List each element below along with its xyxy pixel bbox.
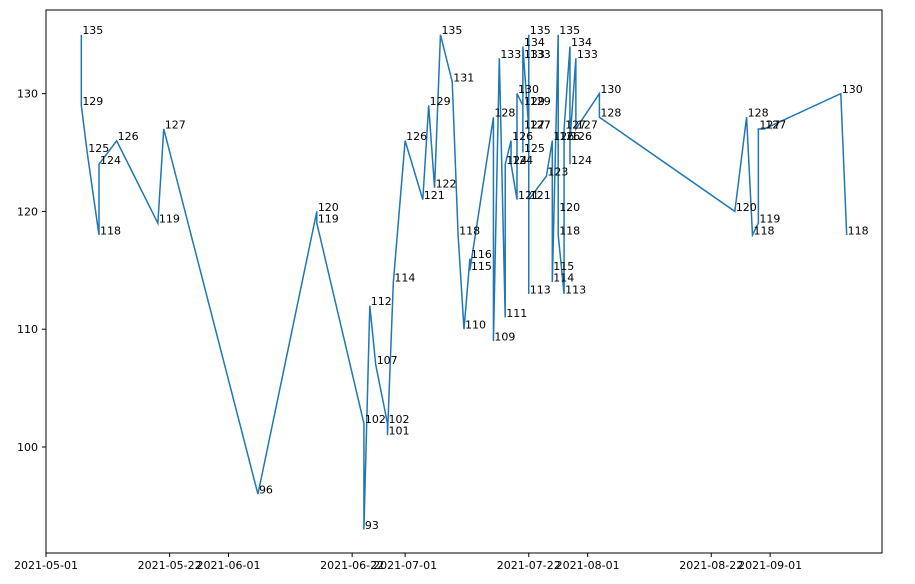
data-label: 126 bbox=[571, 130, 592, 143]
data-label: 133 bbox=[530, 48, 551, 61]
data-label: 115 bbox=[553, 260, 574, 273]
data-label: 123 bbox=[547, 166, 568, 179]
data-label: 126 bbox=[553, 130, 574, 143]
data-label: 118 bbox=[100, 224, 121, 237]
plot-frame bbox=[45, 9, 883, 554]
data-label: 118 bbox=[848, 224, 869, 237]
data-label: 107 bbox=[377, 354, 398, 367]
data-label: 121 bbox=[518, 189, 539, 202]
x-tick-label: 2021-06-01 bbox=[197, 559, 261, 572]
data-label: 120 bbox=[736, 201, 757, 214]
data-label: 135 bbox=[559, 24, 580, 37]
data-label: 130 bbox=[842, 83, 863, 96]
x-tick-label: 2021-05-22 bbox=[138, 559, 202, 572]
data-label: 134 bbox=[524, 36, 545, 49]
data-label: 130 bbox=[600, 83, 621, 96]
data-label: 113 bbox=[565, 283, 586, 296]
data-label: 93 bbox=[365, 519, 379, 532]
data-label: 102 bbox=[388, 413, 409, 426]
x-tick-label: 2021-07-01 bbox=[373, 559, 437, 572]
y-tick-label: 130 bbox=[17, 88, 38, 101]
data-label: 135 bbox=[530, 24, 551, 37]
data-label: 133 bbox=[500, 48, 521, 61]
data-label: 129 bbox=[82, 95, 103, 108]
data-label: 127 bbox=[759, 118, 780, 131]
data-label: 116 bbox=[471, 248, 492, 261]
data-label: 126 bbox=[118, 130, 139, 143]
data-label: 118 bbox=[559, 224, 580, 237]
x-tick-label: 2021-09-01 bbox=[738, 559, 802, 572]
data-label: 118 bbox=[753, 224, 774, 237]
data-label: 122 bbox=[436, 177, 457, 190]
data-label: 127 bbox=[565, 118, 586, 131]
data-label: 127 bbox=[577, 118, 598, 131]
y-tick-label: 110 bbox=[17, 323, 38, 336]
data-label: 112 bbox=[371, 295, 392, 308]
data-label: 127 bbox=[530, 118, 551, 131]
data-label: 126 bbox=[559, 130, 580, 143]
data-label: 114 bbox=[394, 272, 415, 285]
data-label: 128 bbox=[494, 107, 515, 120]
x-tick-label: 2021-07-22 bbox=[497, 559, 561, 572]
x-tick-label: 2021-08-01 bbox=[556, 559, 620, 572]
data-label: 127 bbox=[530, 118, 551, 131]
y-tick-label: 100 bbox=[17, 441, 38, 454]
data-label: 128 bbox=[748, 107, 769, 120]
x-tick-label: 2021-08-22 bbox=[679, 559, 743, 572]
data-label: 125 bbox=[88, 142, 109, 155]
data-label: 120 bbox=[318, 201, 339, 214]
data-label: 102 bbox=[365, 413, 386, 426]
data-label: 134 bbox=[571, 36, 592, 49]
x-tick-label: 2021-05-01 bbox=[14, 559, 78, 572]
data-label: 126 bbox=[406, 130, 427, 143]
data-label: 119 bbox=[159, 213, 180, 226]
data-label: 133 bbox=[524, 48, 545, 61]
data-label: 115 bbox=[471, 260, 492, 273]
data-label: 126 bbox=[512, 130, 533, 143]
data-label: 120 bbox=[559, 201, 580, 214]
data-label: 130 bbox=[518, 83, 539, 96]
data-label: 113 bbox=[530, 283, 551, 296]
data-label: 109 bbox=[494, 330, 515, 343]
data-label: 121 bbox=[530, 189, 551, 202]
data-label: 125 bbox=[524, 142, 545, 155]
data-label: 127 bbox=[165, 118, 186, 131]
data-label: 128 bbox=[600, 107, 621, 120]
data-label: 124 bbox=[506, 154, 527, 167]
data-label: 129 bbox=[530, 95, 551, 108]
data-label: 129 bbox=[430, 95, 451, 108]
data-label: 101 bbox=[388, 425, 409, 438]
x-tick-label: 2021-06-22 bbox=[320, 559, 384, 572]
data-label: 119 bbox=[759, 213, 780, 226]
data-label: 96 bbox=[259, 484, 273, 497]
data-label: 127 bbox=[524, 118, 545, 131]
data-label: 133 bbox=[577, 48, 598, 61]
y-tick-label: 120 bbox=[17, 205, 38, 218]
data-label: 110 bbox=[465, 319, 486, 332]
data-label: 124 bbox=[571, 154, 592, 167]
data-label: 135 bbox=[441, 24, 462, 37]
data-label: 121 bbox=[424, 189, 445, 202]
data-line bbox=[80, 34, 848, 530]
data-label: 114 bbox=[553, 272, 574, 285]
data-label: 124 bbox=[512, 154, 533, 167]
data-label: 129 bbox=[524, 95, 545, 108]
data-label: 127 bbox=[765, 118, 786, 131]
data-label: 118 bbox=[459, 224, 480, 237]
data-label: 131 bbox=[453, 71, 474, 84]
data-label: 124 bbox=[100, 154, 121, 167]
data-label: 119 bbox=[318, 213, 339, 226]
data-label: 135 bbox=[82, 24, 103, 37]
data-label: 111 bbox=[506, 307, 527, 320]
